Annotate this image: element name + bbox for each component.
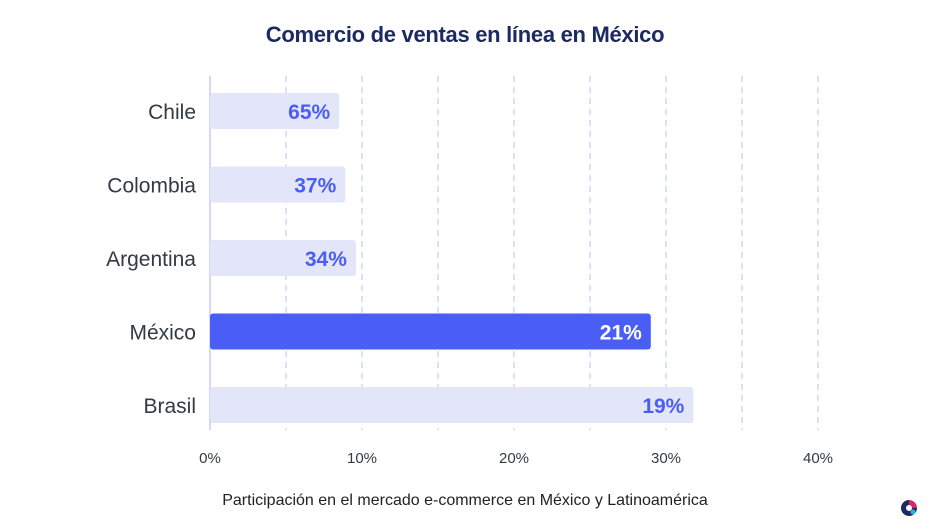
value-label-argentina: 34% — [305, 248, 347, 271]
x-tick-label: 10% — [347, 450, 377, 467]
bar-méxico — [210, 313, 651, 350]
category-label-chile: Chile — [148, 101, 196, 124]
category-label-méxico: México — [129, 322, 196, 345]
value-label-brasil: 19% — [642, 395, 684, 418]
category-label-brasil: Brasil — [143, 395, 196, 418]
category-label-argentina: Argentina — [106, 248, 196, 271]
chart-subtitle: Participación en el mercado e-commerce e… — [222, 492, 708, 509]
bar-brasil — [210, 387, 694, 423]
bar-colombia — [210, 166, 346, 203]
value-label-chile: 65% — [288, 101, 330, 124]
bar-chile — [210, 93, 340, 129]
x-tick-label: 30% — [651, 450, 681, 467]
bars: 65% 37% 34% 21% 19% — [210, 93, 694, 423]
value-label-méxico: 21% — [600, 322, 642, 345]
x-tick-label: 40% — [803, 450, 833, 467]
chart-title: Comercio de ventas en línea en México — [265, 22, 665, 47]
x-tick-label: 20% — [499, 450, 529, 467]
x-tick-labels: 0% 10% 20% 30% 40% — [199, 450, 833, 467]
brand-logo-icon — [901, 500, 917, 516]
value-label-colombia: 37% — [294, 175, 336, 198]
category-label-colombia: Colombia — [107, 175, 196, 198]
x-tick-label: 0% — [199, 450, 221, 467]
bar-argentina — [210, 240, 356, 276]
category-labels: Chile Colombia Argentina México Brasil — [106, 101, 196, 418]
